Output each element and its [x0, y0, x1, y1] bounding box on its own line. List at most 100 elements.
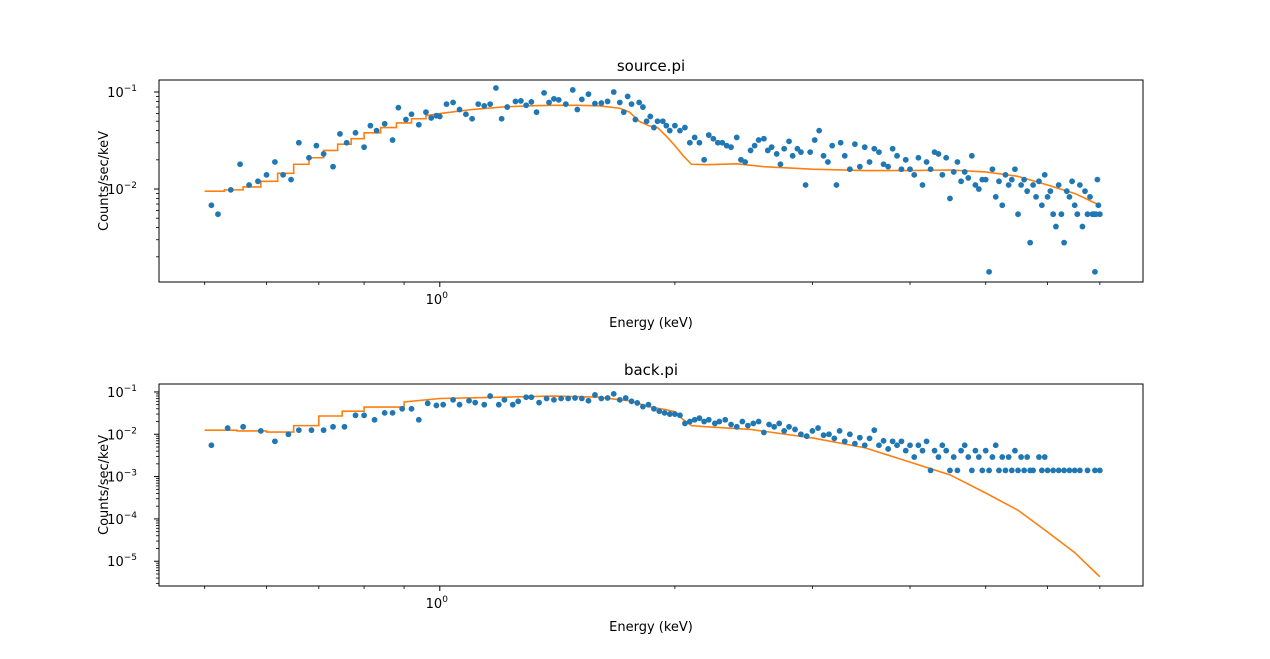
back-data-point	[585, 397, 592, 404]
source-data-point	[389, 137, 396, 143]
source-data-point	[777, 161, 784, 168]
back-data-point	[989, 454, 996, 460]
source-data-point	[939, 171, 946, 178]
back-data-point	[1005, 454, 1012, 460]
source-data-point	[361, 144, 368, 151]
source-data-point	[885, 163, 892, 170]
back-data-point	[666, 411, 673, 417]
source-panel: source.pi Energy (keV) Counts/sec/keV 10…	[97, 57, 1144, 331]
source-data-point	[1074, 211, 1081, 218]
source-y-tick-exponent: −1	[124, 84, 137, 94]
source-data-point	[373, 127, 380, 134]
back-data-point	[975, 454, 982, 460]
source-data-point	[789, 152, 796, 159]
back-data-point	[880, 437, 887, 444]
back-data-point	[616, 396, 623, 403]
back-data-point	[208, 442, 215, 449]
source-data-point	[517, 97, 524, 104]
back-data-point	[803, 433, 810, 440]
back-data-point	[711, 420, 718, 427]
source-data-point	[710, 135, 717, 142]
source-data-point	[487, 101, 494, 108]
back-data-point	[776, 420, 783, 427]
source-data-point	[728, 144, 734, 151]
back-y-tick-exponent: −5	[124, 553, 137, 563]
back-data-point	[381, 409, 388, 416]
source-data-point	[1093, 211, 1099, 218]
back-data-point	[361, 412, 368, 419]
source-data-point	[677, 127, 683, 134]
source-data-point	[1087, 193, 1093, 200]
back-data-point	[851, 440, 858, 447]
back-data-point	[760, 429, 767, 436]
source-data-point	[666, 127, 673, 134]
back-data-point	[543, 395, 550, 402]
back-data-point	[295, 427, 302, 434]
source-data-point	[760, 135, 767, 142]
source-data-point	[610, 89, 617, 95]
back-data-point	[466, 397, 472, 404]
back-data-point	[972, 447, 979, 454]
source-data-point	[352, 129, 359, 136]
back-data-point	[433, 402, 440, 409]
source-data-point	[1079, 223, 1086, 230]
back-data-point	[656, 408, 663, 415]
source-model-line	[204, 104, 1101, 206]
source-data-point	[1066, 193, 1073, 200]
source-data-point	[367, 122, 374, 129]
back-y-tick-label: 10−3	[107, 469, 137, 486]
back-data-point	[701, 418, 708, 425]
back-data-point	[722, 416, 729, 423]
back-data-point	[487, 393, 494, 399]
back-data-point	[820, 432, 827, 439]
source-data-point	[541, 89, 547, 96]
back-data-point	[610, 390, 617, 397]
source-data-point	[643, 118, 650, 125]
source-y-tick-label: 10−1	[107, 84, 137, 101]
source-data-point	[1015, 211, 1021, 218]
back-data-point	[996, 467, 1002, 474]
source-data-point	[802, 182, 809, 188]
back-data-point	[866, 435, 873, 442]
source-data-point	[443, 101, 450, 108]
back-data-point	[931, 447, 938, 454]
source-data-point	[569, 87, 576, 93]
back-data-point	[645, 401, 652, 408]
back-data-point	[943, 447, 950, 454]
back-data-point	[661, 409, 668, 416]
back-data-point	[744, 422, 751, 429]
back-data-point	[947, 467, 953, 474]
source-data-point	[935, 151, 942, 157]
source-data-point	[954, 159, 961, 165]
source-data-point	[672, 122, 678, 129]
source-data-point	[663, 122, 670, 129]
back-data-point	[771, 423, 778, 430]
back-data-point	[285, 431, 292, 438]
source-data-point	[337, 130, 343, 137]
back-data-point	[902, 447, 909, 454]
back-data-point	[271, 438, 278, 445]
back-data-point	[341, 423, 348, 430]
back-data-point	[1015, 467, 1021, 474]
source-data-point	[640, 104, 646, 110]
source-data-point	[493, 85, 499, 91]
source-data-point	[947, 195, 953, 202]
back-y-tick-label: 10−4	[107, 511, 137, 528]
source-data-point	[691, 134, 698, 141]
back-data-point	[958, 447, 964, 454]
back-panel: back.pi Energy (keV) Counts/sec/keV 100 1…	[97, 361, 1144, 635]
back-data-point	[979, 467, 986, 474]
back-data-point	[1041, 454, 1048, 460]
source-data-point	[682, 124, 688, 131]
source-data-point	[1018, 182, 1025, 188]
back-data-point	[424, 400, 431, 407]
back-data-point	[622, 395, 629, 401]
back-data-point	[1002, 467, 1009, 474]
source-data-point	[498, 115, 505, 122]
back-data-point	[696, 415, 703, 422]
back-y-tick-exponent: −2	[124, 426, 137, 436]
source-data-point	[450, 99, 456, 106]
back-data-point	[1038, 467, 1045, 474]
source-data-point	[851, 141, 858, 148]
